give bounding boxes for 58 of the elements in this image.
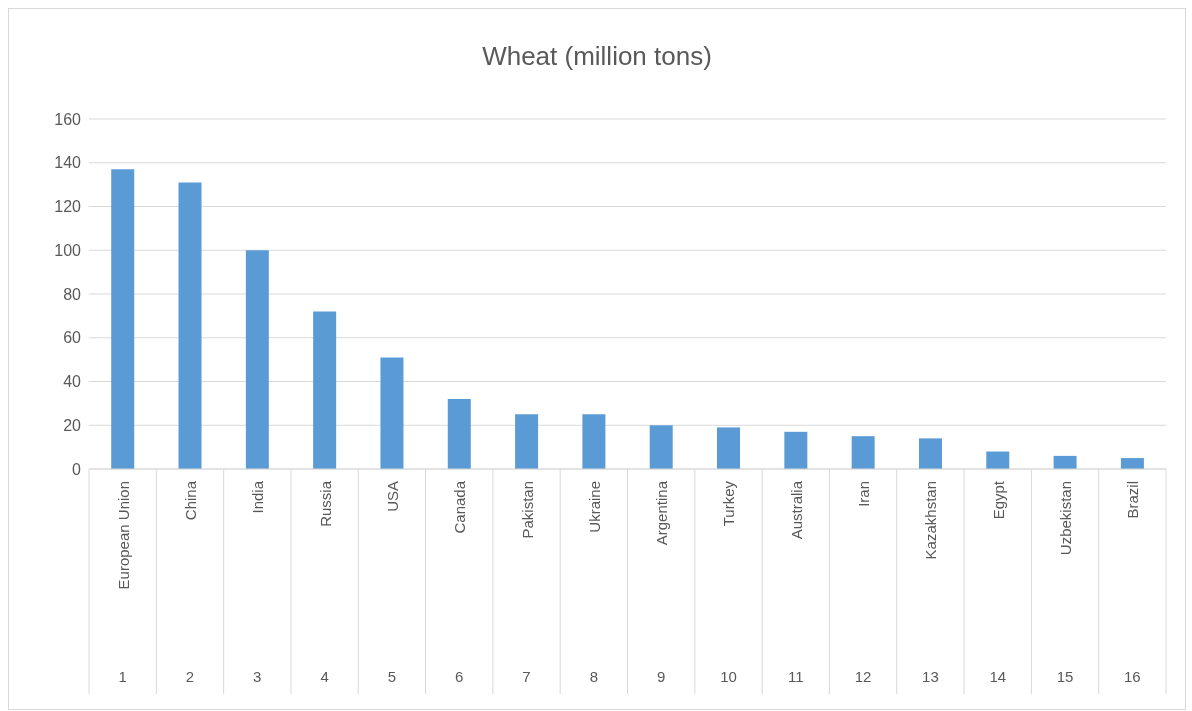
text: 5 xyxy=(387,668,397,685)
x-tick-label: Australia xyxy=(787,480,805,540)
text: 2 xyxy=(185,668,195,685)
x-tick-label: Ukraine xyxy=(585,481,603,533)
bar xyxy=(918,438,942,469)
bar xyxy=(515,414,539,469)
y-tick-label: 160 xyxy=(54,110,82,128)
x-tick-label: Canada xyxy=(451,480,469,534)
bar xyxy=(1120,458,1144,469)
bar xyxy=(1053,455,1077,469)
chart-title: Wheat (million tons) xyxy=(481,41,713,72)
x-tick-label: Iran xyxy=(855,481,873,507)
bar xyxy=(111,169,135,469)
text: 14 xyxy=(989,668,1007,685)
x-tick-label: Pakistan xyxy=(518,481,536,539)
x-tick-label: European Union xyxy=(114,481,132,590)
y-tick-label: 60 xyxy=(63,329,82,347)
text: 11 xyxy=(787,668,804,685)
x-tick-label: Argentina xyxy=(653,480,671,546)
bar xyxy=(851,436,875,469)
text: 10 xyxy=(720,668,737,685)
bar xyxy=(178,182,202,469)
text: 16 xyxy=(1124,668,1141,685)
bar xyxy=(986,451,1010,469)
x-tick-label: Brazil xyxy=(1124,481,1142,519)
text: 4 xyxy=(320,668,329,685)
bar xyxy=(649,425,673,469)
x-tick-label: USA xyxy=(383,481,401,512)
text: 8 xyxy=(589,668,599,685)
bar xyxy=(784,431,808,469)
bar xyxy=(447,399,471,469)
x-tick-label: Kazakhstan xyxy=(922,481,940,560)
x-tick-label: Egypt xyxy=(989,480,1007,520)
x-tick-label: Turkey xyxy=(720,480,738,527)
text: 12 xyxy=(854,668,872,685)
text: 15 xyxy=(1056,668,1074,685)
bar xyxy=(245,250,269,469)
x-tick-label: India xyxy=(249,480,267,514)
text: 7 xyxy=(522,668,531,685)
y-tick-label: 140 xyxy=(54,154,82,172)
bar xyxy=(582,414,606,469)
text: 1 xyxy=(118,668,127,685)
text: 3 xyxy=(253,668,262,685)
text: 6 xyxy=(455,668,464,685)
bar xyxy=(717,427,741,469)
y-tick-label: 120 xyxy=(54,198,82,216)
x-tick-label: Russia xyxy=(316,480,334,527)
y-tick-label: 40 xyxy=(63,373,82,391)
x-tick-label: China xyxy=(181,480,199,521)
bar xyxy=(313,311,337,469)
y-tick-label: 0 xyxy=(72,460,82,478)
text: 13 xyxy=(922,668,939,685)
text: 9 xyxy=(656,668,666,685)
y-tick-label: 80 xyxy=(63,285,82,303)
x-tick-label: Uzbekistan xyxy=(1057,481,1075,556)
y-tick-label: 20 xyxy=(63,416,82,434)
bar xyxy=(380,357,404,469)
y-tick-label: 100 xyxy=(54,241,82,259)
